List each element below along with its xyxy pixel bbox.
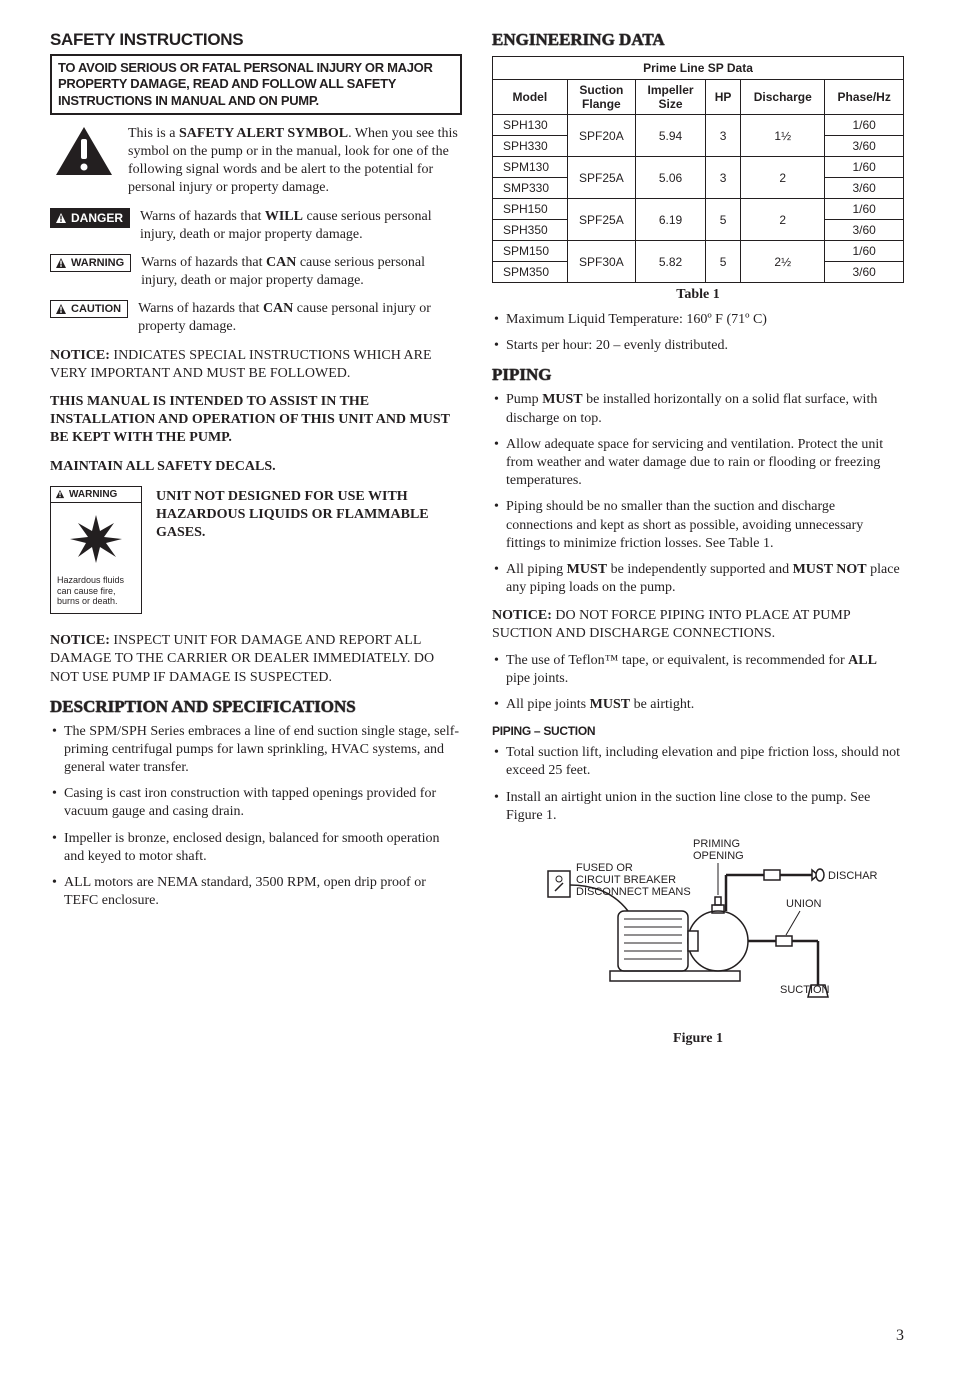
- col-impeller-size: ImpellerSize: [636, 80, 706, 115]
- warning-badge: WARNING: [50, 254, 131, 272]
- piping-notice: NOTICE: DO NOT FORCE PIPING INTO PLACE A…: [492, 607, 904, 643]
- svg-text:OPENING: OPENING: [693, 850, 744, 862]
- col-suction-flange: SuctionFlange: [567, 80, 635, 115]
- piping-bullets-2: The use of Teflon™ tape, or equivalent, …: [492, 652, 904, 715]
- safety-alert-icon: [50, 125, 118, 182]
- svg-text:FUSED OR: FUSED OR: [576, 862, 633, 874]
- svg-text:UNION: UNION: [786, 898, 822, 910]
- safety-instructions-title: SAFETY INSTRUCTIONS: [50, 30, 462, 50]
- safety-banner: TO AVOID SERIOUS OR FATAL PERSONAL INJUR…: [50, 54, 462, 115]
- svg-text:CIRCUIT BREAKER: CIRCUIT BREAKER: [576, 874, 676, 886]
- post-table-bullets: Maximum Liquid Temperature: 160º F (71º …: [492, 311, 904, 355]
- caution-badge: CAUTION: [50, 300, 128, 318]
- maintain-decals-text: MAINTAIN ALL SAFETY DECALS.: [50, 458, 462, 476]
- danger-text: Warns of hazards that WILL cause serious…: [140, 208, 462, 244]
- notice-2: NOTICE: INSPECT UNIT FOR DAMAGE AND REPO…: [50, 632, 462, 687]
- sp-data-table: Prime Line SP Data Model SuctionFlange I…: [492, 56, 904, 283]
- fig-label-priming: PRIMING: [693, 838, 740, 850]
- figure-caption: Figure 1: [673, 1031, 723, 1047]
- page-number: 3: [50, 1327, 904, 1345]
- warning-text: Warns of hazards that CAN cause serious …: [141, 254, 462, 290]
- piping-title: PIPING: [492, 365, 904, 385]
- hazard-panel: WARNING Hazardous fluids can cause fire,…: [50, 486, 142, 614]
- keep-manual-text: THIS MANUAL IS INTENDED TO ASSIST IN THE…: [50, 393, 462, 448]
- piping-suction-heading: PIPING – SUCTION: [492, 724, 904, 738]
- figure-1: PRIMING OPENING FUSED OR CIRCUIT BREAKER…: [492, 835, 904, 1047]
- suction-bullets: Total suction lift, including elevation …: [492, 744, 904, 825]
- description-bullets: The SPM/SPH Series embraces a line of en…: [50, 723, 462, 911]
- hazard-text: UNIT NOT DESIGNED FOR USE WITH HAZARDOUS…: [156, 486, 462, 614]
- caution-text: Warns of hazards that CAN cause personal…: [138, 300, 462, 336]
- explosion-icon: [66, 509, 126, 565]
- svg-text:DISCONNECT MEANS: DISCONNECT MEANS: [576, 886, 691, 898]
- description-title: DESCRIPTION AND SPECIFICATIONS: [50, 697, 462, 717]
- table-caption: Table 1: [492, 287, 904, 303]
- danger-badge: DANGER: [50, 208, 130, 228]
- svg-text:DISCHARGE: DISCHARGE: [828, 870, 878, 882]
- svg-text:SUCTION: SUCTION: [780, 984, 830, 996]
- notice-1: NOTICE: INDICATES SPECIAL INSTRUCTIONS W…: [50, 347, 462, 383]
- engineering-data-title: ENGINEERING DATA: [492, 30, 904, 50]
- piping-bullets: Pump MUST be installed horizontally on a…: [492, 391, 904, 597]
- safety-alert-text: This is a SAFETY ALERT SYMBOL. When you …: [128, 125, 462, 198]
